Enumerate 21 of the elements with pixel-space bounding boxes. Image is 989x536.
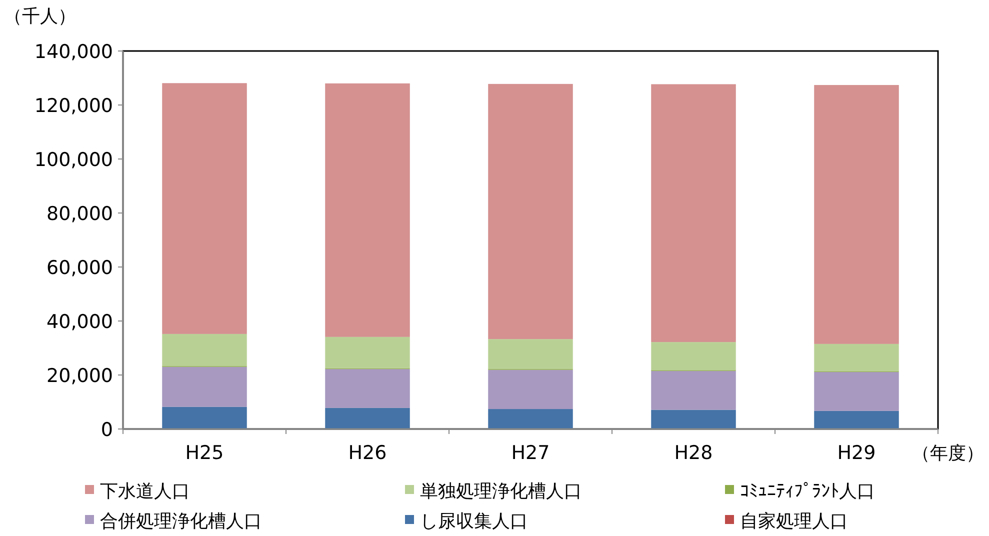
y-tick-label: 60,000 xyxy=(46,257,113,279)
legend-label: 合併処理浄化槽人口 xyxy=(100,511,262,532)
legend-label: 下水道人口 xyxy=(100,481,190,502)
y-tick-label: 40,000 xyxy=(46,311,113,333)
y-tick-label: 140,000 xyxy=(34,41,113,63)
legend-label: 単独処理浄化槽人口 xyxy=(420,481,582,502)
x-tick-label: H26 xyxy=(348,442,387,464)
y-tick-label: 100,000 xyxy=(34,149,113,171)
legend-label: 自家処理人口 xyxy=(740,511,848,532)
x-tick-label: H27 xyxy=(511,442,550,464)
y-tick-label: 120,000 xyxy=(34,95,113,117)
y-tick-label: 80,000 xyxy=(46,203,113,225)
legend-label: ｺﾐｭﾆﾃｨﾌﾟﾗﾝﾄ人口 xyxy=(740,481,875,502)
x-axis-title: （年度） xyxy=(912,443,984,464)
y-axis-title: （千人） xyxy=(4,6,76,27)
x-tick-label: H29 xyxy=(837,442,876,464)
x-tick-label: H25 xyxy=(185,442,224,464)
x-tick-label: H28 xyxy=(674,442,713,464)
y-tick-label: 20,000 xyxy=(46,365,113,387)
y-tick-label: 0 xyxy=(100,419,113,441)
legend-label: し尿収集人口 xyxy=(420,511,528,532)
